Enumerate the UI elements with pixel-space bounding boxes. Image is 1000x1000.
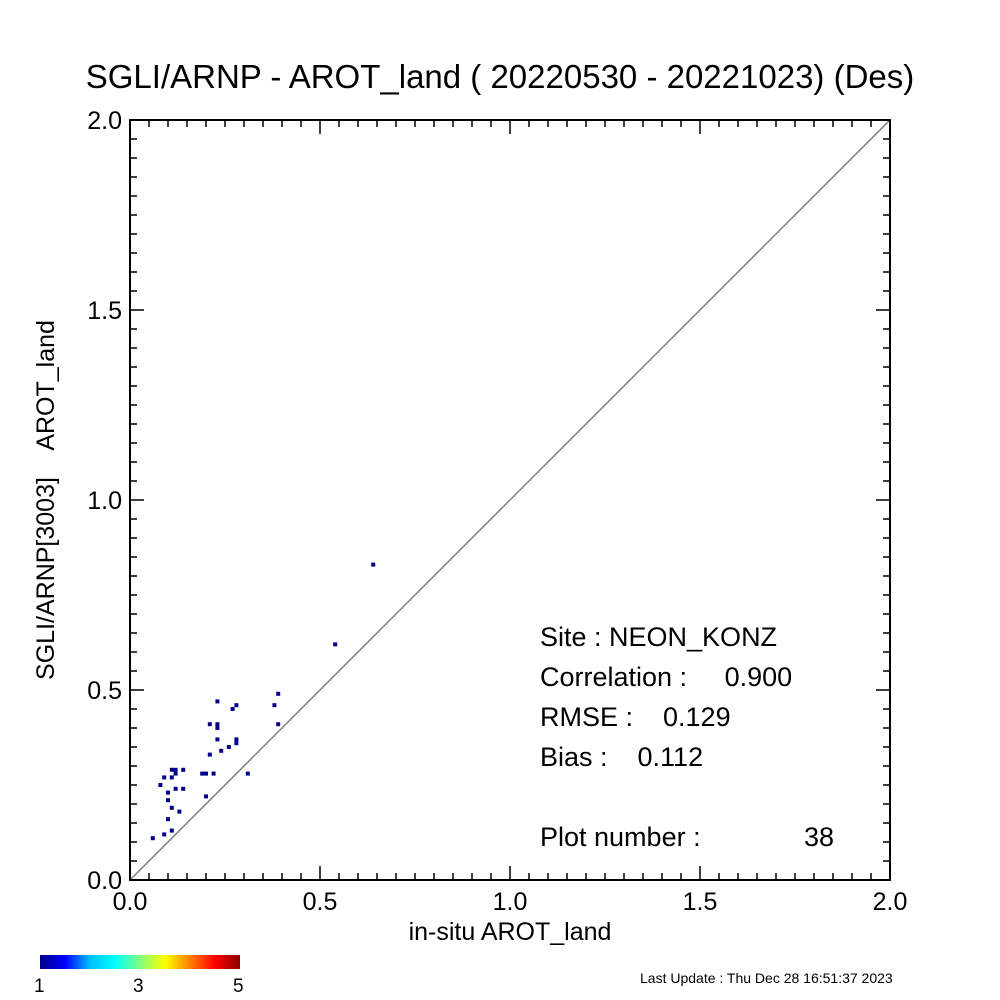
last-update-text: Last Update : Thu Dec 28 16:51:37 2023 (640, 970, 893, 986)
data-point (371, 562, 376, 567)
bias-label: Bias : 0.112 (540, 742, 704, 772)
data-point (215, 722, 220, 727)
colorbar-min-label: 1 (34, 976, 45, 997)
data-point (219, 748, 224, 753)
y-tick-label: 2.0 (87, 107, 122, 135)
data-point (166, 798, 170, 803)
data-point (169, 828, 174, 833)
y-tick-label: 0.0 (87, 867, 122, 895)
y-tick-label: 0.5 (87, 677, 122, 705)
data-point (204, 771, 208, 776)
x-tick-label: 0.0 (113, 888, 148, 916)
data-point (200, 771, 205, 776)
data-point (245, 771, 250, 776)
chart-title: SGLI/ARNP - AROT_land ( 20220530 - 20221… (85, 58, 915, 95)
data-point (162, 775, 167, 780)
data-point (169, 805, 174, 810)
plot-number-label: Plot number : (540, 822, 701, 852)
data-point (230, 707, 235, 711)
data-point (173, 767, 178, 772)
data-point (276, 691, 281, 696)
data-point (226, 745, 231, 749)
data-point (150, 836, 155, 841)
x-tick-label: 1.5 (683, 888, 718, 916)
x-tick-label: 0.5 (303, 888, 338, 916)
data-point (173, 786, 178, 791)
y-axis-label: SGLI/ARNP[3003] AROT_land (32, 320, 60, 680)
data-point (173, 771, 178, 776)
data-point (169, 775, 174, 780)
correlation-label: Correlation : 0.900 (540, 662, 793, 692)
data-point (207, 752, 212, 757)
data-point (181, 767, 186, 772)
data-point (177, 809, 182, 814)
data-point (207, 722, 212, 727)
one-to-one-line (129, 119, 891, 881)
data-point (215, 699, 220, 704)
data-point (234, 737, 239, 742)
data-point (215, 726, 220, 730)
data-point (272, 703, 277, 708)
y-tick-label: 1.0 (87, 487, 122, 515)
x-tick-label: 2.0 (873, 888, 908, 916)
x-axis-label: in-situ AROT_land (409, 918, 612, 946)
colorbar-max-label: 5 (233, 976, 244, 997)
x-tick-label: 1.0 (493, 888, 528, 916)
colorbar (40, 955, 240, 969)
data-point (333, 642, 338, 647)
y-tick-label: 1.5 (87, 297, 122, 325)
plot-frame (129, 119, 891, 881)
rmse-label: RMSE : 0.129 (540, 702, 731, 732)
data-point (169, 767, 174, 772)
data-point (181, 786, 186, 791)
site-label: Site : NEON_KONZ (540, 622, 778, 652)
data-point (234, 703, 239, 708)
data-point (158, 783, 163, 787)
colorbar-mid-label: 3 (133, 976, 144, 997)
plot-number-value: 38 (804, 822, 835, 852)
data-point (211, 771, 216, 776)
data-point (276, 722, 281, 727)
data-point (166, 790, 170, 795)
data-point (166, 817, 170, 822)
data-point (162, 832, 167, 837)
data-point (204, 794, 208, 799)
data-point (234, 741, 239, 746)
data-point (215, 737, 220, 742)
